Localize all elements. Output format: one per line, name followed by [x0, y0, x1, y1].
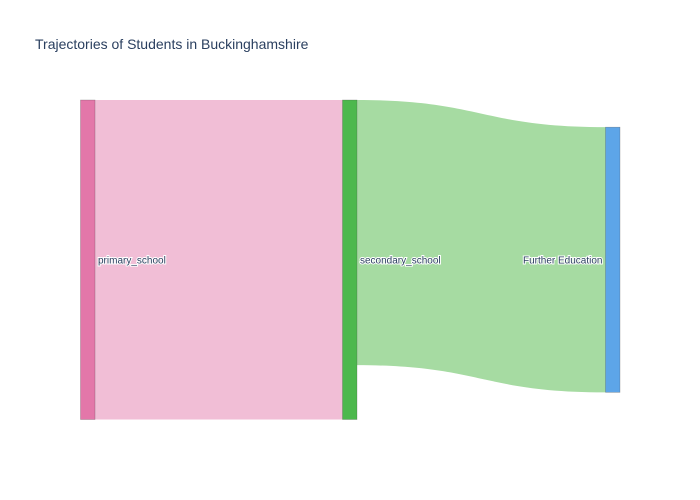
sankey-node-label-secondary_school: secondary_school — [360, 255, 441, 266]
sankey-node-primary_school[interactable] — [80, 99, 96, 420]
sankey-node-label-further_education: Further Education — [523, 255, 603, 266]
sankey-node-secondary_school[interactable] — [342, 99, 358, 420]
sankey-node-label-primary_school: primary_school — [98, 255, 166, 266]
sankey-link-primary_school-to-secondary_school[interactable] — [95, 100, 343, 420]
chart-title: Trajectories of Students in Buckinghamsh… — [35, 36, 309, 52]
sankey-links — [95, 100, 606, 420]
sankey-link-secondary_school-to-further_education[interactable] — [357, 100, 606, 393]
sankey-node-further_education[interactable] — [605, 126, 621, 393]
sankey-nodes — [80, 99, 621, 420]
sankey-labels: primary_school secondary_school Further Ed… — [97, 254, 604, 267]
